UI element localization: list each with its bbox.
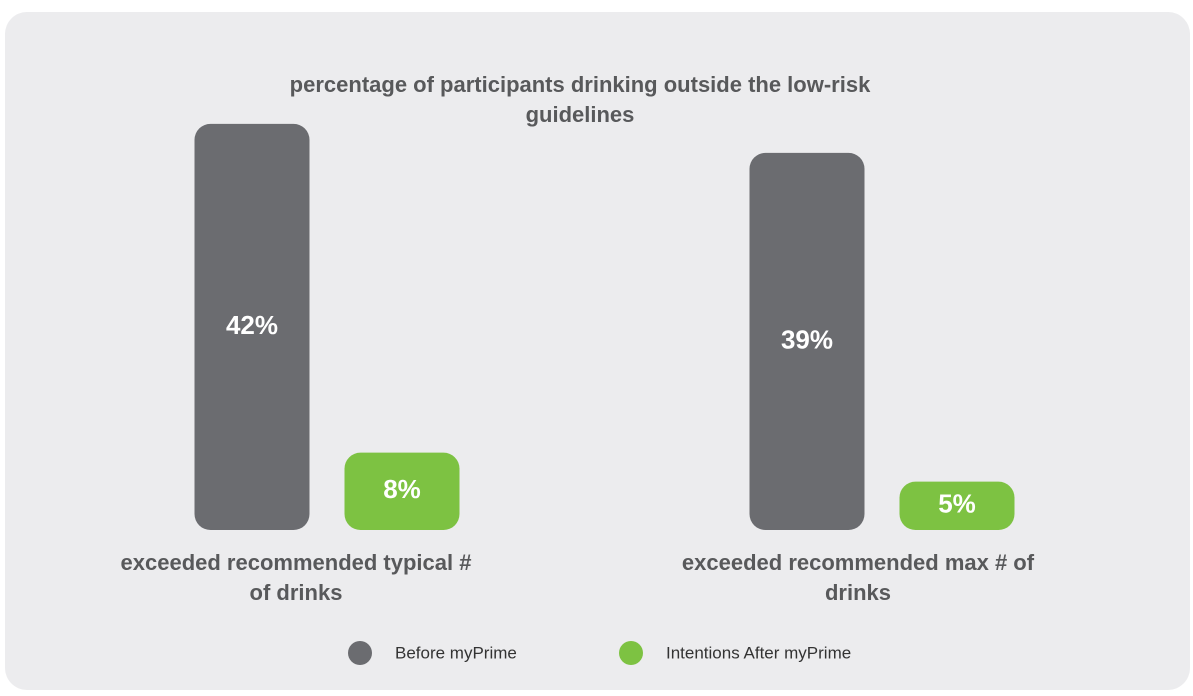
legend-label: Intentions After myPrime bbox=[666, 643, 851, 662]
category-label: exceeded recommended typical # of drinks bbox=[120, 550, 472, 605]
bar bbox=[899, 481, 1015, 530]
legend-swatch bbox=[348, 641, 372, 665]
value-label: 8% bbox=[383, 474, 421, 504]
legend-swatch bbox=[619, 641, 643, 665]
chart-title: percentage of participants drinking outs… bbox=[289, 72, 871, 127]
category-label: exceeded recommended max # of drinks bbox=[681, 550, 1035, 605]
legend-label: Before myPrime bbox=[395, 643, 517, 662]
value-label: 42% bbox=[226, 310, 278, 340]
value-label: 5% bbox=[938, 489, 976, 519]
value-label: 39% bbox=[781, 324, 833, 354]
bar bbox=[344, 452, 460, 530]
bar bbox=[749, 152, 865, 530]
bar bbox=[194, 123, 310, 531]
